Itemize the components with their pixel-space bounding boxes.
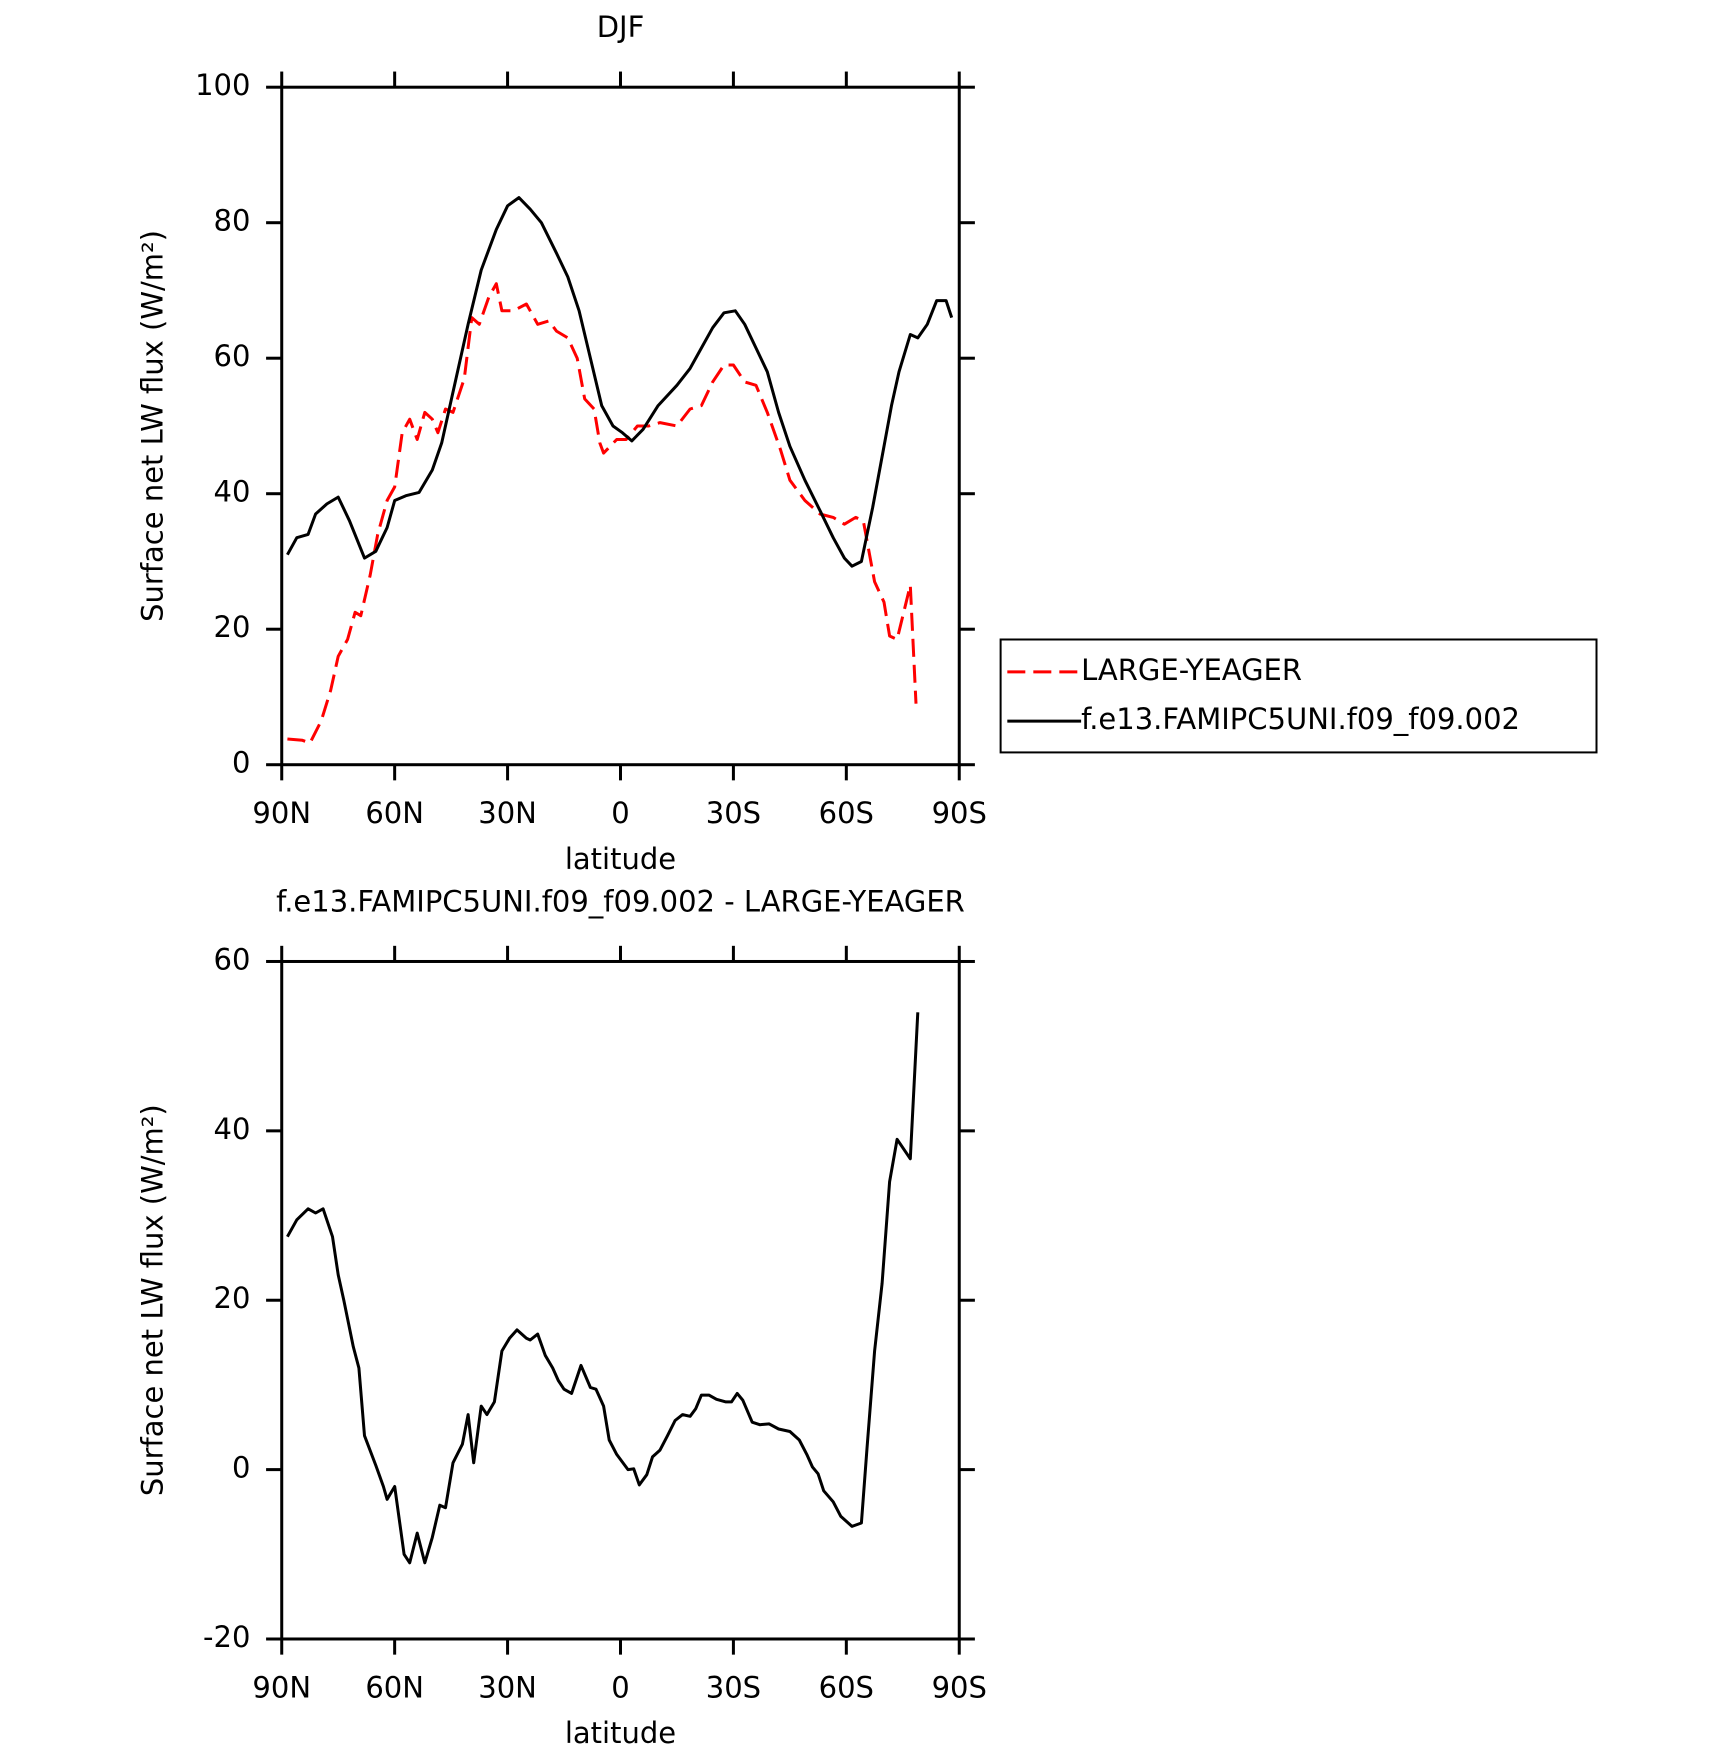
x-tick-label: 30N [478, 796, 537, 830]
x-tick-label: 90N [252, 1670, 311, 1704]
y-tick-label: 40 [214, 1112, 251, 1146]
y-tick-label: 20 [214, 610, 251, 644]
x-axis-label: latitude [565, 1716, 676, 1750]
y-tick-label: 40 [214, 475, 251, 509]
x-tick-label: 0 [611, 1670, 629, 1704]
x-tick-label: 30S [706, 1670, 761, 1704]
x-tick-label: 0 [611, 796, 629, 830]
y-tick-label: 100 [195, 68, 250, 102]
plot-frame [280, 85, 961, 767]
chart-title: DJF [597, 10, 645, 44]
legend-label: f.e13.FAMIPC5UNI.f09_f09.002 [1081, 702, 1520, 736]
x-tick-label: 60N [365, 1670, 424, 1704]
y-axis-label: Surface net LW flux (W/m²) [135, 1104, 169, 1496]
y-tick-label: 80 [214, 204, 251, 238]
legend-box [999, 638, 1598, 754]
x-tick-label: 60S [819, 796, 874, 830]
x-tick-label: 90S [932, 796, 987, 830]
series-line [286, 1012, 920, 1565]
y-tick-label: 0 [232, 746, 250, 780]
legend-label: LARGE-YEAGER [1081, 653, 1302, 687]
y-tick-label: 0 [232, 1451, 250, 1485]
y-axis-label: Surface net LW flux (W/m²) [135, 230, 169, 622]
y-tick-label: 20 [214, 1281, 251, 1315]
y-tick-label: 60 [214, 339, 251, 373]
plot-frame [280, 959, 961, 1641]
chart-title: f.e13.FAMIPC5UNI.f09_f09.002 - LARGE-YEA… [276, 884, 965, 918]
x-tick-label: 90N [252, 796, 311, 830]
series-line [287, 282, 918, 745]
x-tick-label: 30S [706, 796, 761, 830]
x-tick-label: 60N [365, 796, 424, 830]
y-tick-label: 60 [214, 942, 251, 976]
x-tick-label: 90S [932, 1670, 987, 1704]
x-axis-label: latitude [565, 842, 676, 876]
y-tick-label: -20 [203, 1620, 250, 1654]
series-line [286, 196, 954, 568]
x-tick-label: 30N [478, 1670, 537, 1704]
x-tick-label: 60S [819, 1670, 874, 1704]
